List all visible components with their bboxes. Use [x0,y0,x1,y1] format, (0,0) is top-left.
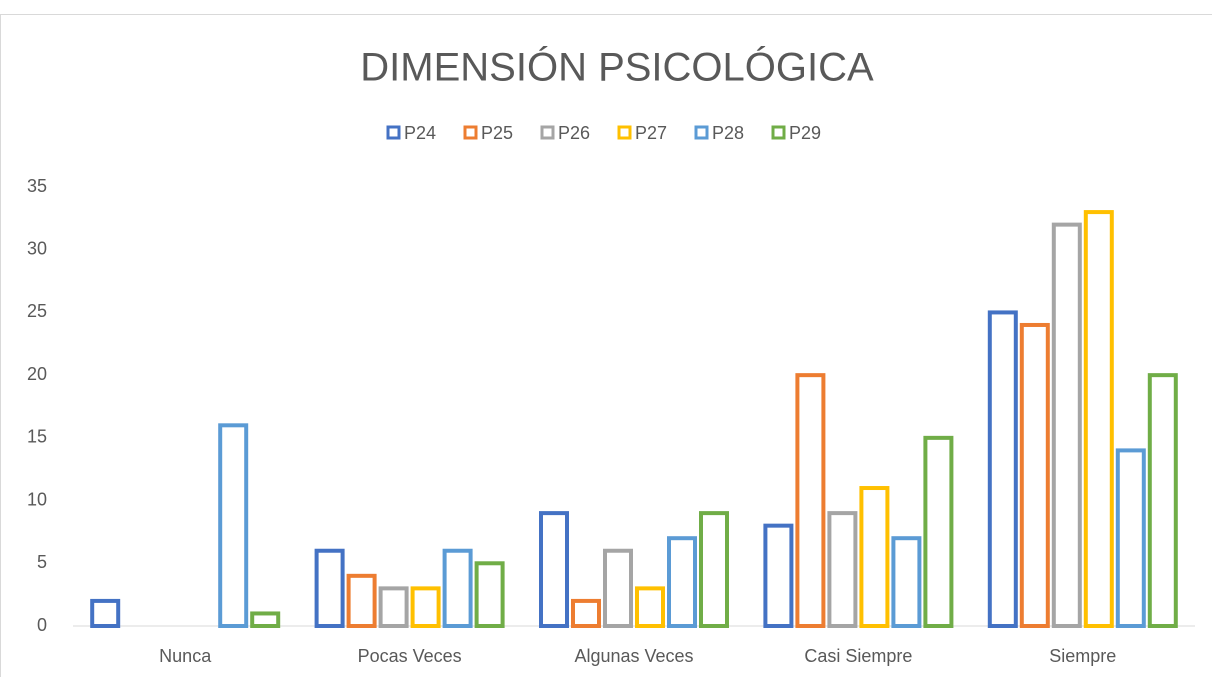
x-tick-label: Casi Siempre [804,646,912,666]
legend-swatch [694,125,709,140]
bar [1115,448,1146,628]
legend-label: P24 [404,123,436,143]
legend-swatch [617,125,632,140]
x-tick-label: Algunas Veces [574,646,693,666]
bar [1147,373,1178,628]
bar [603,548,633,628]
y-tick-label: 10 [27,489,47,509]
bar [1051,222,1082,628]
bar [218,423,249,629]
y-tick-label: 15 [27,427,47,447]
bar [795,373,826,628]
legend-label: P26 [558,123,590,143]
y-tick-label: 5 [37,552,47,572]
bar [763,523,794,629]
chart-title: DIMENSIÓN PSICOLÓGICA [360,45,874,90]
bar [346,573,377,628]
bar [1083,210,1114,628]
legend-label: P27 [635,123,667,143]
y-tick-label: 25 [27,301,47,321]
bar [539,511,569,628]
x-tick-label: Pocas Veces [358,646,462,666]
bar [667,536,697,629]
legend-swatch [540,125,555,140]
y-tick-label: 30 [27,238,47,258]
bar [859,486,890,628]
legend-swatch [386,125,401,140]
bar [410,586,441,628]
bar [891,536,922,629]
legend-swatch [771,125,786,140]
bar [442,548,473,628]
bar [635,586,665,628]
bar [1019,322,1050,628]
legend-label: P28 [712,123,744,143]
bar [378,586,409,628]
legend-swatch [463,125,478,140]
legend-label: P29 [789,123,821,143]
bar [987,310,1018,628]
legend-label: P25 [481,123,513,143]
bar [314,548,345,628]
bar [474,561,505,628]
bar [250,611,281,629]
y-tick-label: 20 [27,364,47,384]
bar [699,511,729,628]
x-tick-label: Nunca [159,646,212,666]
y-tick-label: 35 [27,176,47,196]
x-tick-label: Siempre [1049,646,1116,666]
bar [923,435,954,628]
bar [827,511,858,628]
y-tick-label: 0 [37,615,47,635]
bar [571,598,601,629]
bar [90,598,121,629]
